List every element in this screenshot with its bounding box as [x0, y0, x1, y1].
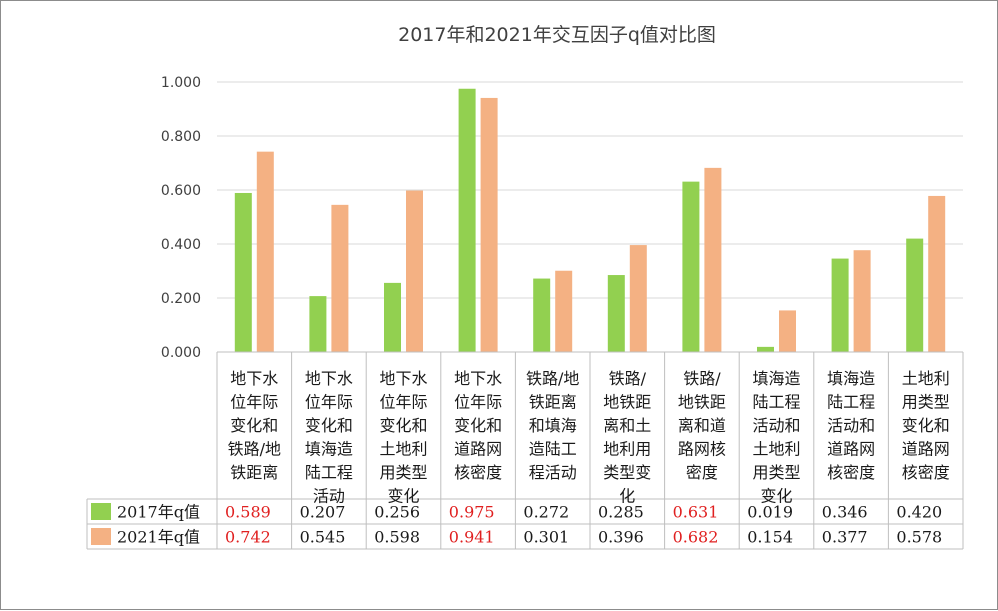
y-tick-label: 0.400	[161, 237, 201, 253]
table-value-2017-3: 0.256	[374, 503, 420, 522]
legend-swatch-2017	[91, 503, 111, 520]
bar-2017-6	[607, 275, 625, 352]
category-label: 铁路/地铁距离和道路网核密度	[678, 369, 726, 482]
category-label: 土地利用类型变化和道路网核密度	[902, 369, 950, 482]
category-label: 地下水位年际变化和填海造陆工程活动	[305, 369, 353, 506]
category-label: 填海造陆工程活动和土地利用类型变化	[752, 369, 800, 506]
table-value-2017-1: 0.589	[225, 503, 271, 522]
bar-2021-6	[629, 245, 647, 352]
category-label: 铁路/地铁距离和土地利用类型变化	[603, 369, 651, 506]
bar-2017-7	[682, 181, 700, 352]
y-axis-ticks: 0.000 0.200 0.400 0.600 0.800 1.000	[161, 75, 201, 361]
bar-2021-5	[555, 270, 573, 352]
bar-2017-4	[458, 88, 476, 352]
bar-2017-10	[906, 238, 924, 352]
category-label: 地下水位年际变化和铁路/地铁距离	[228, 369, 281, 482]
bars	[234, 88, 946, 353]
y-tick-label: 0.000	[161, 345, 201, 361]
table-value-2017-9: 0.346	[822, 503, 868, 522]
category-label: 地下水位年际变化和道路网核密度	[454, 369, 502, 482]
table-value-2021-1: 0.742	[225, 528, 271, 547]
table-value-2017-5: 0.272	[523, 503, 569, 522]
bar-2017-9	[831, 258, 849, 352]
bar-2017-5	[533, 278, 551, 352]
table-value-2017-6: 0.285	[598, 503, 644, 522]
legend-swatch-2021	[91, 528, 111, 545]
table-value-2017-8: 0.019	[747, 503, 793, 522]
table-value-2021-3: 0.598	[374, 528, 420, 547]
y-tick-label: 0.800	[161, 129, 201, 145]
bar-2021-7	[704, 167, 722, 352]
table-value-2021-4: 0.941	[449, 528, 495, 547]
table-value-2021-8: 0.154	[747, 528, 793, 547]
legend-label-2021: 2021年q值	[117, 528, 200, 547]
bar-2021-9	[853, 250, 871, 352]
category-label: 铁路/地铁距离和填海造陆工程活动	[526, 369, 579, 482]
table-value-2021-5: 0.301	[523, 528, 569, 547]
bar-2021-10	[928, 195, 946, 352]
table-value-2017-10: 0.420	[896, 503, 942, 522]
y-tick-label: 0.200	[161, 291, 201, 307]
bar-2021-8	[779, 310, 796, 352]
table-value-2017-7: 0.631	[673, 503, 719, 522]
bar-2017-3	[384, 282, 401, 352]
table-value-2021-6: 0.396	[598, 528, 644, 547]
table-value-2021-10: 0.578	[896, 528, 942, 547]
chart-title: 2017年和2021年交互因子q值对比图	[398, 24, 716, 46]
y-tick-label: 0.600	[161, 183, 201, 199]
category-label: 地下水位年际变化和土地利用类型变化	[379, 369, 427, 506]
data-table: 地下水位年际变化和铁路/地铁距离地下水位年际变化和填海造陆工程活动地下水位年际变…	[86, 351, 964, 550]
category-label: 填海造陆工程活动和道路网核密度	[827, 369, 875, 482]
bar-2017-1	[234, 192, 252, 352]
legend-label-2017: 2017年q值	[117, 503, 200, 522]
y-tick-label: 1.000	[161, 75, 201, 91]
bar-2021-2	[331, 204, 349, 352]
table-value-2017-2: 0.207	[300, 503, 346, 522]
table-value-2017-4: 0.975	[449, 503, 495, 522]
bar-2017-2	[309, 296, 327, 352]
table-value-2021-9: 0.377	[822, 528, 868, 547]
bar-2021-1	[256, 151, 274, 352]
table-value-2021-2: 0.545	[300, 528, 346, 547]
gridlines	[217, 81, 963, 353]
bar-2021-3	[406, 190, 423, 352]
bar-2017-8	[757, 346, 774, 352]
table-value-2021-7: 0.682	[673, 528, 719, 547]
bar-2021-4	[480, 97, 498, 353]
